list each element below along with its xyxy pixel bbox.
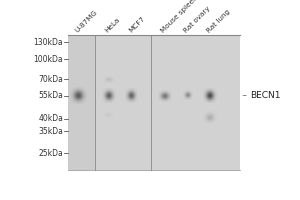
Text: Mouse spleen: Mouse spleen bbox=[160, 0, 199, 34]
Bar bbox=[151, 35, 240, 170]
Text: 35kDa: 35kDa bbox=[38, 127, 63, 136]
Text: 25kDa: 25kDa bbox=[38, 149, 63, 158]
Text: Rat lung: Rat lung bbox=[205, 8, 231, 34]
Text: U-87MG: U-87MG bbox=[74, 9, 99, 34]
Text: 70kDa: 70kDa bbox=[38, 75, 63, 84]
Text: 100kDa: 100kDa bbox=[34, 55, 63, 64]
Text: 55kDa: 55kDa bbox=[38, 91, 63, 100]
Text: HeLa: HeLa bbox=[104, 17, 122, 34]
Text: 130kDa: 130kDa bbox=[34, 38, 63, 47]
Bar bbox=[95, 35, 151, 170]
Text: Rat ovary: Rat ovary bbox=[183, 5, 212, 34]
Text: 40kDa: 40kDa bbox=[38, 114, 63, 123]
Text: MCF7: MCF7 bbox=[128, 16, 146, 34]
Bar bbox=[68, 35, 95, 170]
Bar bbox=[68, 35, 240, 170]
Text: BECN1: BECN1 bbox=[250, 91, 281, 100]
